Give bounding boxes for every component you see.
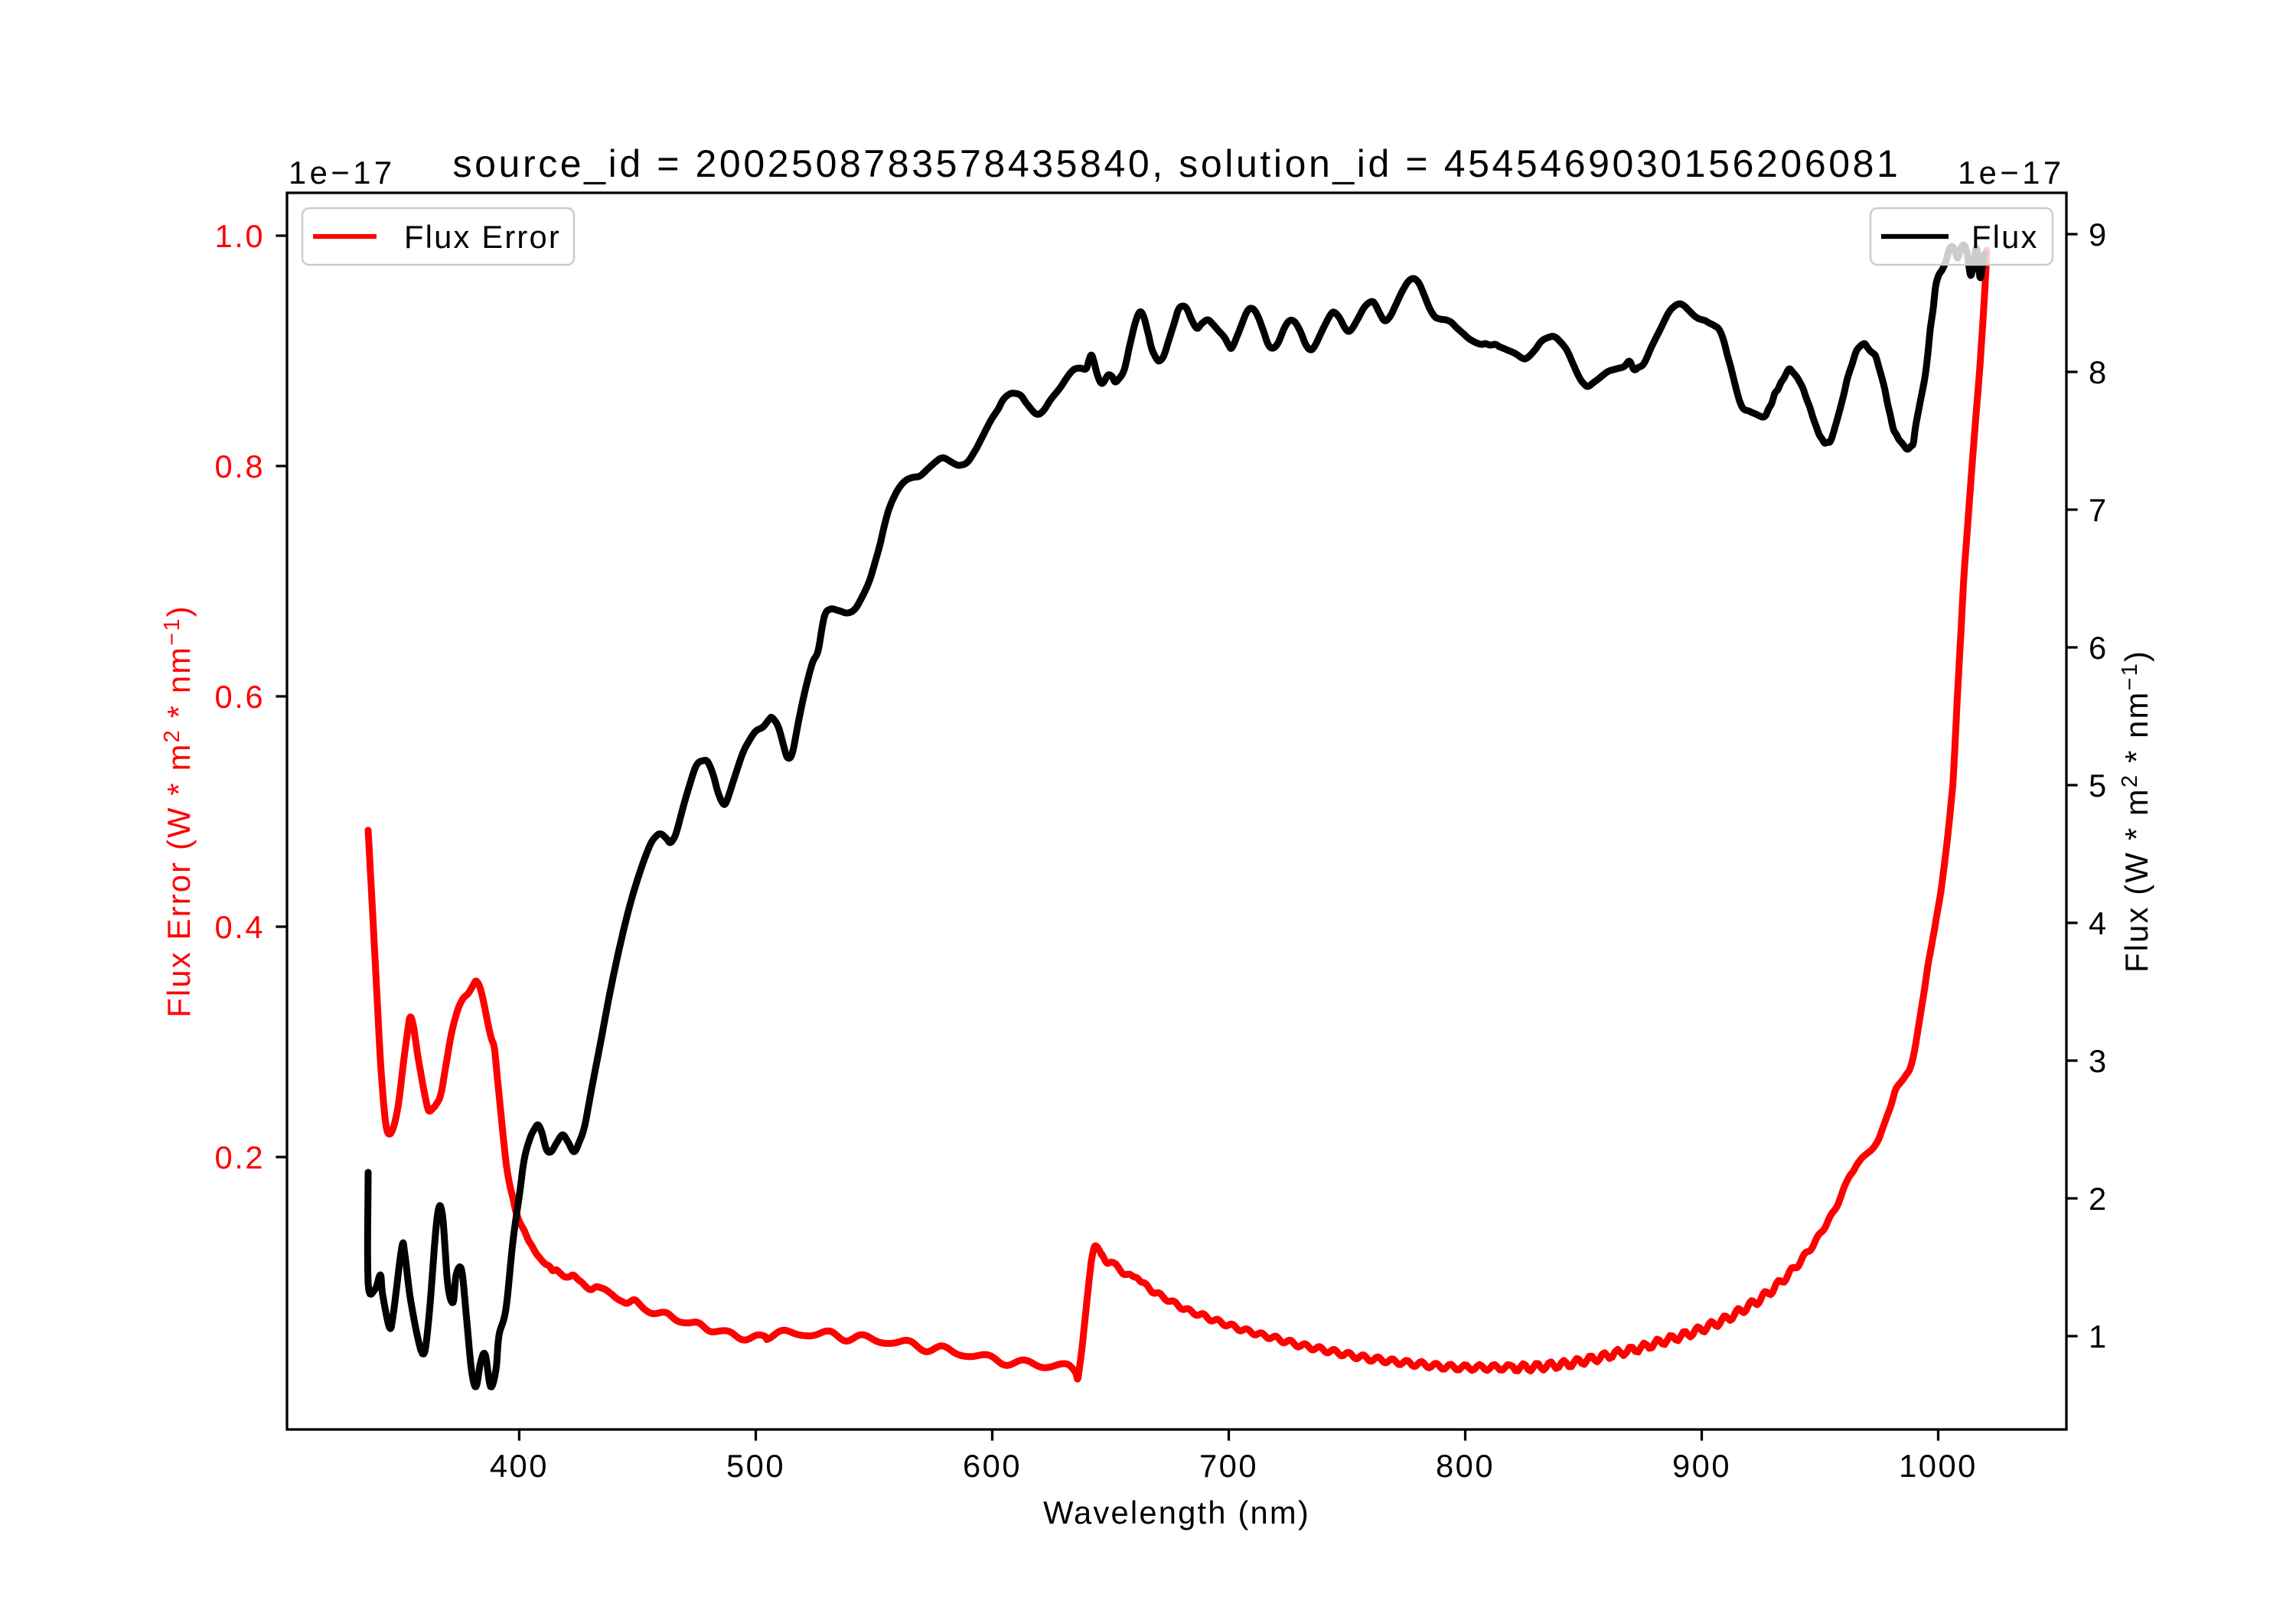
svg-text:0.8: 0.8 <box>215 448 265 484</box>
svg-text:6: 6 <box>2089 630 2108 666</box>
svg-text:1e−17: 1e−17 <box>1958 155 2065 191</box>
svg-text:Flux Error (W * m2 * nm−1): Flux Error (W * m2 * nm−1) <box>160 605 197 1018</box>
svg-text:400: 400 <box>490 1448 549 1484</box>
svg-text:9: 9 <box>2089 217 2108 253</box>
svg-text:Wavelength (nm): Wavelength (nm) <box>1043 1495 1310 1530</box>
svg-text:Flux: Flux <box>1971 219 2039 255</box>
svg-text:1.0: 1.0 <box>215 218 265 254</box>
svg-text:0.6: 0.6 <box>215 679 265 715</box>
svg-text:1e−17: 1e−17 <box>289 155 396 191</box>
svg-text:Flux Error: Flux Error <box>404 219 561 255</box>
svg-text:7: 7 <box>2089 492 2108 528</box>
svg-text:8: 8 <box>2089 354 2108 390</box>
svg-text:1: 1 <box>2089 1319 2108 1354</box>
svg-text:700: 700 <box>1199 1448 1258 1484</box>
svg-text:900: 900 <box>1672 1448 1731 1484</box>
svg-text:800: 800 <box>1436 1448 1495 1484</box>
svg-text:1000: 1000 <box>1899 1448 1978 1484</box>
svg-text:Flux (W * m2 * nm−1): Flux (W * m2 * nm−1) <box>2118 650 2154 973</box>
svg-text:4: 4 <box>2089 905 2108 941</box>
svg-text:600: 600 <box>963 1448 1022 1484</box>
svg-text:2: 2 <box>2089 1181 2108 1217</box>
svg-text:0.2: 0.2 <box>215 1139 265 1175</box>
svg-text:3: 3 <box>2089 1043 2108 1079</box>
svg-text:500: 500 <box>726 1448 785 1484</box>
svg-text:source_id = 200250878357843584: source_id = 2002508783578435840, solutio… <box>453 142 1901 185</box>
svg-text:0.4: 0.4 <box>215 909 265 945</box>
svg-text:5: 5 <box>2089 768 2108 804</box>
